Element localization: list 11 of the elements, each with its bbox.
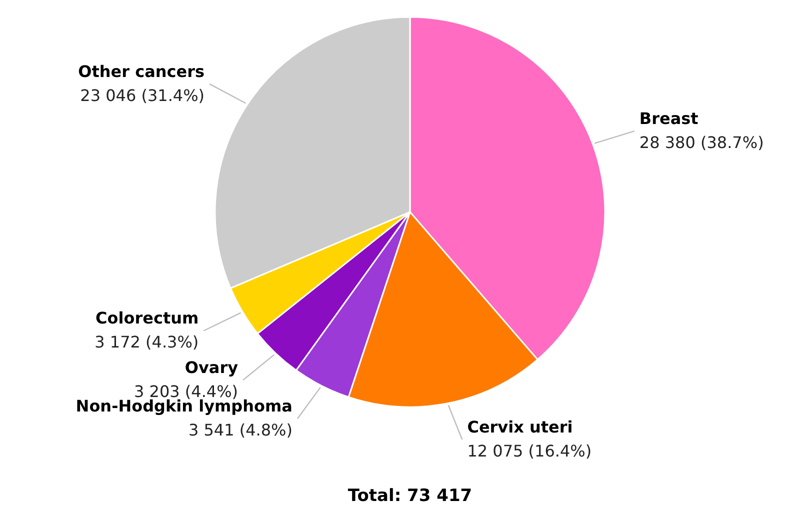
data-label: 28 380 (38.7%)	[639, 133, 764, 152]
slice-label: Colorectum	[96, 308, 199, 328]
slice-label: Ovary	[184, 358, 239, 378]
text: Total: 73 417	[348, 486, 472, 506]
data-label: 23 046 (31.4%)	[80, 86, 205, 105]
data-label: 3 541 (4.8%)	[188, 420, 292, 440]
data-label: 3 172 (4.3%)	[94, 332, 199, 352]
slice-label: Cervix uteri	[467, 418, 573, 437]
slice-label: Other cancers	[78, 62, 205, 81]
slice-label: Breast	[639, 109, 699, 128]
data-label: 12 075 (16.4%)	[467, 442, 592, 461]
